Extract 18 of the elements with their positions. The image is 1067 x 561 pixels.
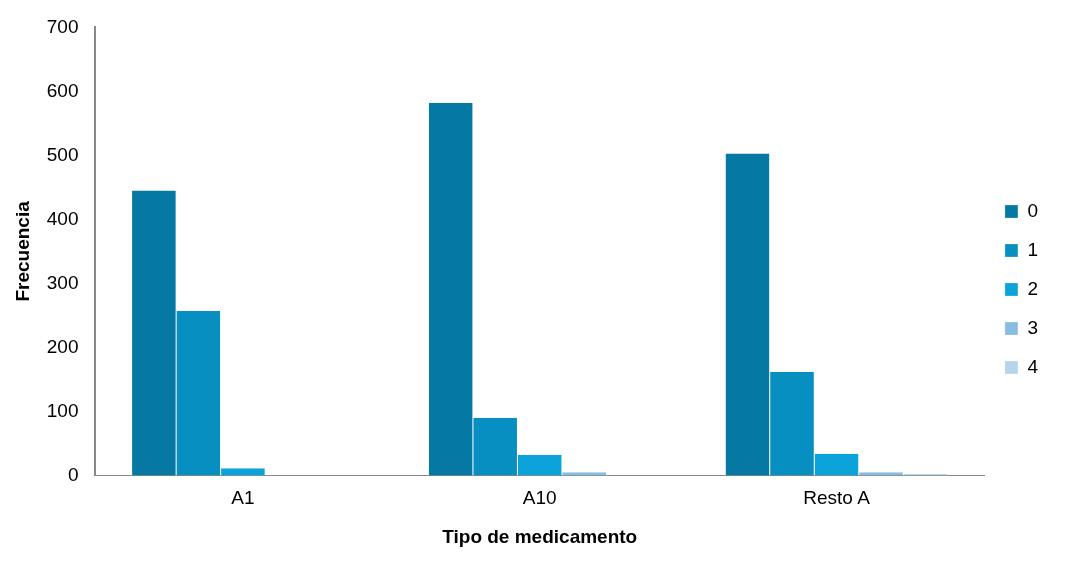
- y-axis-title: Frecuencia: [11, 200, 33, 302]
- y-tick-label: 200: [46, 335, 79, 357]
- legend-label: 2: [1027, 277, 1039, 299]
- x-tick-label: Resto A: [803, 487, 871, 509]
- y-tick-label: 0: [67, 463, 79, 485]
- legend-label: 0: [1027, 199, 1039, 221]
- legend-label: 1: [1027, 238, 1039, 260]
- y-tick-label: 700: [46, 15, 79, 37]
- y-tick-label: 600: [46, 79, 79, 101]
- legend-label: 3: [1027, 316, 1039, 338]
- x-axis-title: Tipo de medicamento: [442, 525, 638, 547]
- y-tick-label: 100: [46, 399, 79, 421]
- y-tick-label: 400: [46, 207, 79, 229]
- x-tick-label: A1: [231, 487, 255, 509]
- y-tick-label: 500: [46, 143, 79, 165]
- x-tick-label: A10: [522, 487, 557, 509]
- y-tick-label: 300: [46, 271, 79, 293]
- legend-label: 4: [1027, 355, 1039, 377]
